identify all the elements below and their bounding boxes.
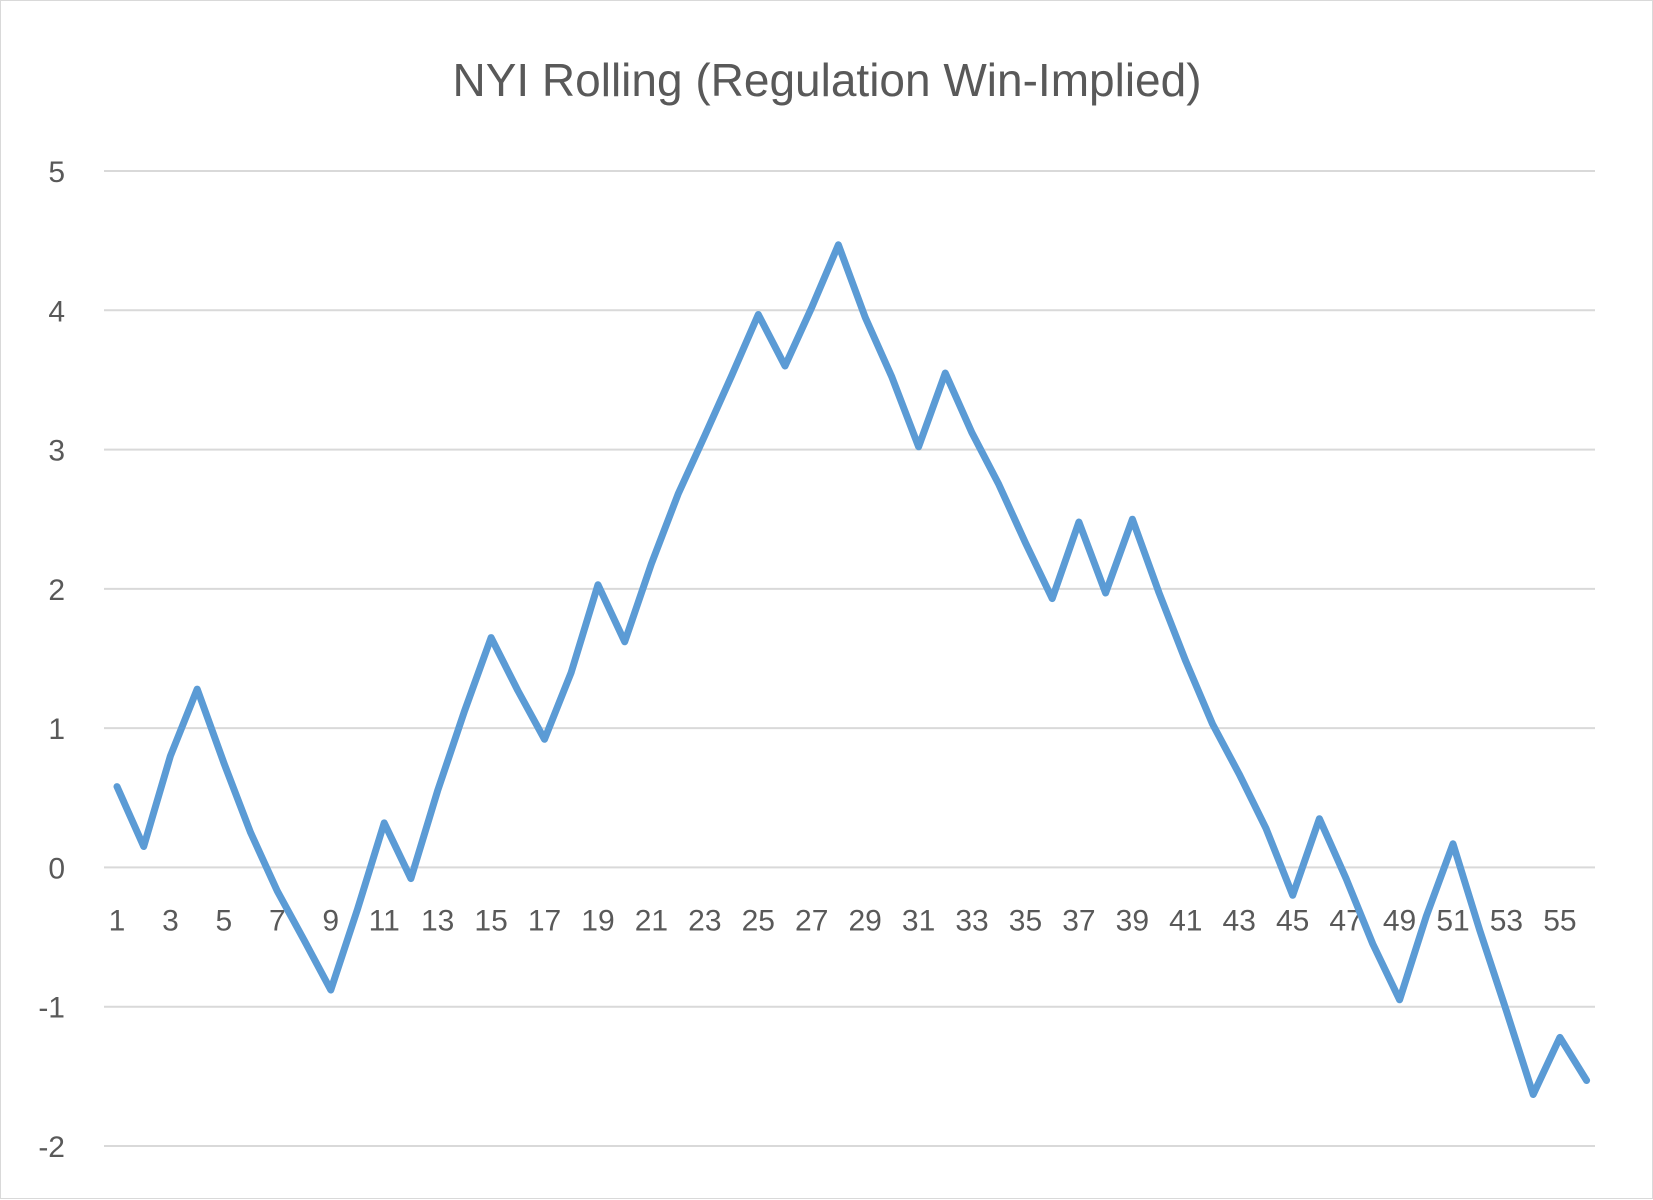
series-layer — [113, 241, 1591, 1098]
y-tick-label: 3 — [48, 435, 65, 468]
x-tick-label: 7 — [269, 904, 286, 937]
x-tick-label: 55 — [1543, 904, 1576, 937]
x-tick-label: 23 — [688, 904, 721, 937]
x-tick-label: 49 — [1383, 904, 1416, 937]
y-axis-tick-labels: 5 4 3 2 1 0 -1 -2 — [38, 156, 65, 1164]
x-tick-label: 25 — [742, 904, 775, 937]
x-tick-label: 15 — [474, 904, 507, 937]
x-tick-label: 3 — [162, 904, 179, 937]
gridlines — [104, 170, 1595, 1147]
y-tick-label: 2 — [48, 574, 65, 607]
x-tick-label: 33 — [955, 904, 988, 937]
y-tick-label: -1 — [38, 992, 65, 1025]
x-tick-label: 19 — [581, 904, 614, 937]
y-tick-label: -2 — [38, 1131, 65, 1164]
x-tick-label: 5 — [216, 904, 233, 937]
x-tick-label: 17 — [528, 904, 561, 937]
x-tick-label: 39 — [1116, 904, 1149, 937]
x-tick-label: 1 — [109, 904, 126, 937]
x-tick-label: 53 — [1490, 904, 1523, 937]
x-tick-label: 37 — [1062, 904, 1095, 937]
x-tick-label: 11 — [369, 904, 400, 937]
x-tick-label: 41 — [1169, 904, 1202, 937]
x-tick-label: 21 — [635, 904, 668, 937]
y-tick-label: 0 — [48, 852, 65, 885]
x-tick-label: 27 — [795, 904, 828, 937]
x-tick-label: 9 — [322, 904, 339, 937]
x-tick-label: 35 — [1009, 904, 1042, 937]
x-tick-label: 13 — [421, 904, 454, 937]
y-tick-label: 5 — [48, 156, 65, 189]
y-tick-label: 4 — [48, 295, 65, 328]
chart-title: NYI Rolling (Regulation Win-Implied) — [452, 54, 1201, 106]
x-tick-label: 45 — [1276, 904, 1309, 937]
x-tick-label: 29 — [848, 904, 881, 937]
x-tick-label: 31 — [902, 904, 935, 937]
y-tick-label: 1 — [48, 713, 65, 746]
x-tick-label: 51 — [1436, 904, 1469, 937]
series-line — [113, 241, 1591, 1098]
x-tick-label: 43 — [1223, 904, 1256, 937]
x-axis-tick-labels: 1 3 5 7 9 11 13 15 17 19 21 23 25 27 29 31 33 35 37 39 41 43 4… — [109, 904, 1577, 937]
